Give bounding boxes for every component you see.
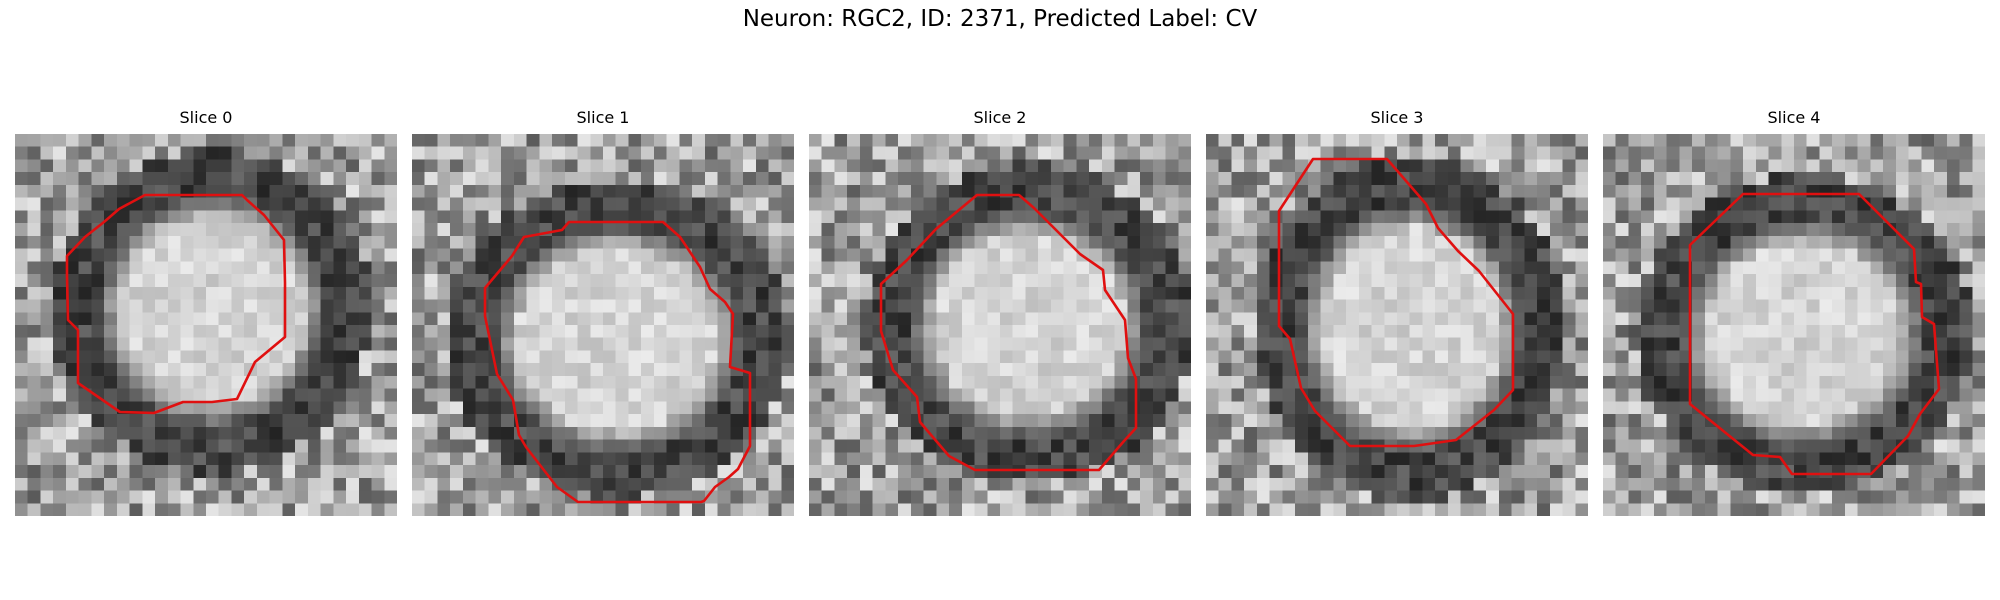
slice-panel-3: Slice 3 — [1206, 108, 1588, 518]
segmentation-contour — [879, 193, 1138, 472]
slice-title: Slice 0 — [179, 108, 233, 127]
slice-panel-4: Slice 4 — [1603, 108, 1985, 518]
slice-image-2 — [809, 134, 1191, 516]
slice-title: Slice 3 — [1370, 108, 1424, 127]
slice-panel-2: Slice 2 — [809, 108, 1191, 518]
slice-title: Slice 1 — [576, 108, 630, 127]
slice-image-1 — [412, 134, 794, 516]
segmentation-contour — [1277, 157, 1515, 448]
slice-image-0 — [15, 134, 397, 516]
slice-pixels — [1603, 134, 1985, 516]
segmentation-contour — [483, 220, 752, 504]
slice-image-3 — [1206, 134, 1588, 516]
slice-title: Slice 2 — [973, 108, 1027, 127]
slice-title: Slice 4 — [1767, 108, 1821, 127]
slice-image-4 — [1603, 134, 1985, 516]
segmentation-contour — [65, 193, 287, 415]
slice-panel-1: Slice 1 — [412, 108, 794, 518]
slice-pixels — [1206, 134, 1588, 516]
figure-title: Neuron: RGC2, ID: 2371, Predicted Label:… — [742, 6, 1258, 32]
slice-pixels — [809, 134, 1191, 516]
slice-pixels — [412, 134, 794, 516]
slice-pixels — [15, 134, 397, 516]
slice-panel-0: Slice 0 — [15, 108, 397, 518]
segmentation-contour — [1688, 192, 1941, 476]
